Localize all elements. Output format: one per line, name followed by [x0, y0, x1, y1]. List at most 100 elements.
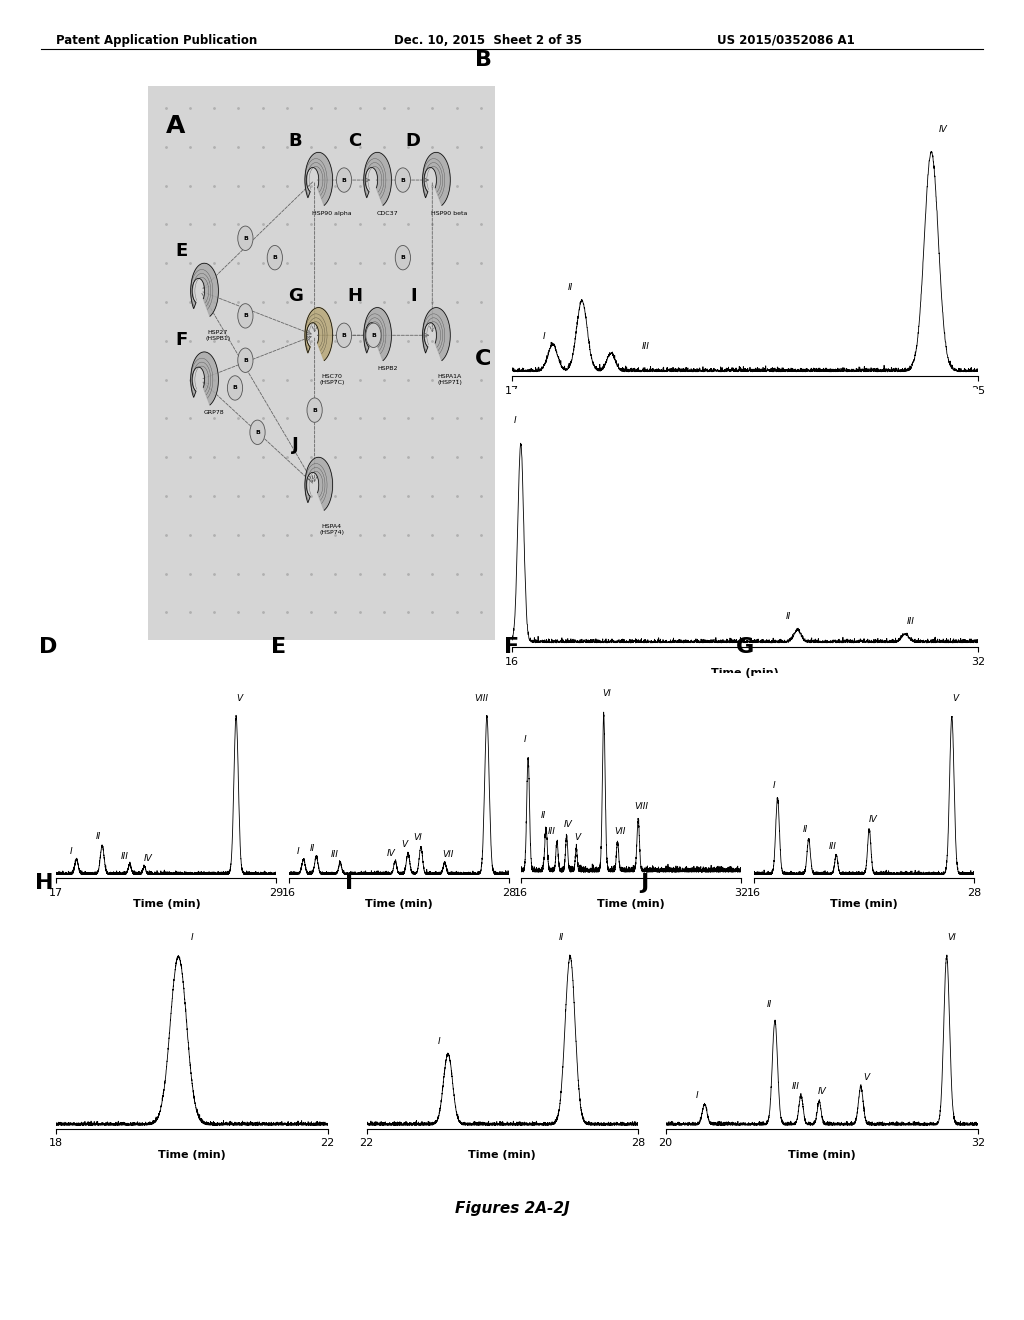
Circle shape	[238, 304, 253, 329]
Text: HSP90 beta: HSP90 beta	[431, 210, 468, 215]
Circle shape	[238, 226, 253, 251]
Text: Figures 2A-2J: Figures 2A-2J	[455, 1201, 569, 1216]
Text: II: II	[541, 812, 546, 820]
Text: V: V	[574, 833, 581, 842]
Text: VI: VI	[947, 933, 956, 942]
Polygon shape	[364, 308, 391, 360]
Circle shape	[395, 168, 411, 193]
Circle shape	[227, 376, 243, 400]
Text: B: B	[371, 333, 376, 338]
Text: B: B	[243, 236, 248, 240]
Text: II: II	[558, 933, 563, 942]
Text: CDC37: CDC37	[377, 210, 398, 215]
Text: F: F	[175, 331, 187, 348]
Polygon shape	[305, 308, 333, 360]
X-axis label: Time (min): Time (min)	[711, 397, 779, 408]
Text: B: B	[243, 358, 248, 363]
Circle shape	[267, 246, 283, 269]
Text: H: H	[347, 286, 361, 305]
Text: D: D	[39, 636, 57, 657]
Polygon shape	[364, 152, 391, 206]
Text: G: G	[736, 636, 755, 657]
Text: V: V	[952, 694, 958, 704]
Text: A: A	[166, 114, 185, 137]
X-axis label: Time (min): Time (min)	[829, 899, 898, 909]
Text: C: C	[348, 132, 361, 149]
Text: III: III	[907, 616, 914, 626]
Text: I: I	[190, 933, 194, 942]
X-axis label: Time (min): Time (min)	[132, 899, 201, 909]
Text: I: I	[410, 286, 417, 305]
Text: III: III	[548, 826, 555, 836]
Text: VIII: VIII	[474, 694, 488, 704]
Text: V: V	[401, 840, 408, 849]
Text: HSP27
(HSPB1): HSP27 (HSPB1)	[205, 330, 230, 341]
X-axis label: Time (min): Time (min)	[365, 899, 433, 909]
X-axis label: Time (min): Time (min)	[711, 668, 779, 678]
Text: II: II	[310, 843, 315, 853]
Text: III: III	[120, 851, 128, 861]
Text: G: G	[288, 286, 303, 305]
Text: HSPA1A
(HSP71): HSPA1A (HSP71)	[437, 374, 462, 385]
Text: I: I	[437, 1036, 440, 1045]
Text: I: I	[70, 847, 73, 855]
Text: V: V	[863, 1073, 869, 1082]
Text: B: B	[400, 255, 406, 260]
Text: B: B	[232, 385, 238, 391]
Text: I: I	[297, 847, 299, 855]
Text: V: V	[237, 694, 243, 704]
Text: D: D	[406, 132, 421, 149]
Text: II: II	[567, 282, 572, 292]
Text: C: C	[475, 348, 492, 368]
FancyBboxPatch shape	[148, 86, 495, 640]
Text: VIII: VIII	[634, 803, 648, 810]
Text: IV: IV	[143, 854, 153, 863]
Text: H: H	[35, 874, 53, 894]
Text: IV: IV	[387, 849, 396, 858]
Text: VI: VI	[413, 833, 422, 842]
Text: IV: IV	[817, 1088, 826, 1097]
Text: VII: VII	[614, 826, 626, 836]
Text: E: E	[175, 243, 187, 260]
Text: B: B	[342, 178, 346, 182]
Polygon shape	[423, 152, 451, 206]
Text: HSP90 alpha: HSP90 alpha	[312, 210, 351, 215]
Text: II: II	[96, 832, 101, 841]
Text: III: III	[331, 850, 339, 859]
Text: I: I	[772, 780, 775, 789]
Polygon shape	[190, 352, 218, 405]
Circle shape	[250, 420, 265, 445]
Text: II: II	[803, 825, 808, 834]
Text: HSPA4
(HSP74): HSPA4 (HSP74)	[319, 524, 344, 535]
Polygon shape	[305, 457, 333, 511]
X-axis label: Time (min): Time (min)	[787, 1150, 856, 1160]
Circle shape	[395, 246, 411, 269]
Circle shape	[238, 348, 253, 372]
Text: I: I	[514, 416, 516, 425]
Text: IV: IV	[868, 814, 878, 824]
Text: B: B	[475, 50, 492, 70]
Text: Patent Application Publication: Patent Application Publication	[56, 33, 258, 46]
Text: VII: VII	[442, 850, 454, 859]
Text: US 2015/0352086 A1: US 2015/0352086 A1	[717, 33, 855, 46]
Text: III: III	[792, 1082, 800, 1090]
X-axis label: Time (min): Time (min)	[468, 1150, 537, 1160]
Text: IV: IV	[563, 821, 572, 829]
Text: B: B	[255, 430, 260, 434]
Text: I: I	[695, 1090, 698, 1100]
Polygon shape	[423, 308, 451, 360]
Text: II: II	[767, 1001, 772, 1010]
Text: B: B	[312, 408, 317, 413]
Text: J: J	[641, 874, 649, 894]
Text: VI: VI	[602, 689, 611, 698]
Text: B: B	[342, 333, 346, 338]
Text: F: F	[504, 636, 519, 657]
X-axis label: Time (min): Time (min)	[158, 1150, 226, 1160]
Circle shape	[366, 323, 381, 347]
Polygon shape	[305, 152, 333, 206]
Text: Dec. 10, 2015  Sheet 2 of 35: Dec. 10, 2015 Sheet 2 of 35	[394, 33, 583, 46]
Text: I: I	[345, 874, 353, 894]
Circle shape	[337, 168, 351, 193]
Text: J: J	[292, 437, 299, 454]
Text: E: E	[271, 636, 287, 657]
